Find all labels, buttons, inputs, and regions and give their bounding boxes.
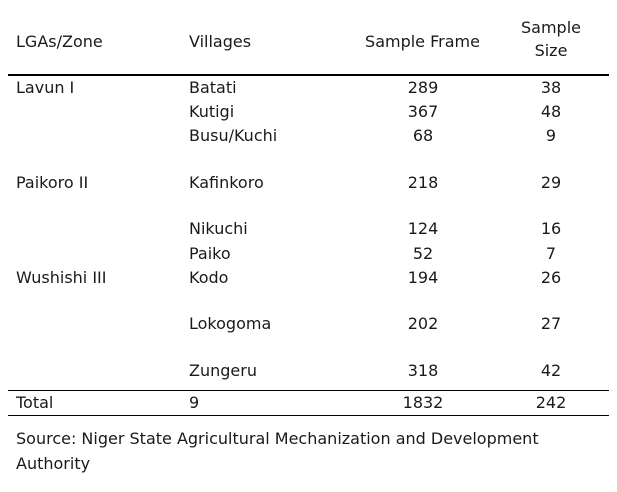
header-sample-size-line1: Sample (521, 18, 581, 37)
village-cell: Zungeru (189, 361, 257, 380)
total-frame: 1832 (402, 393, 444, 412)
size-cell: 29 (540, 173, 562, 192)
size-cell: 48 (540, 102, 562, 121)
frame-cell: 367 (407, 102, 439, 121)
size-cell: 7 (545, 244, 557, 263)
header-divider (8, 74, 609, 76)
village-cell: Kafinkoro (189, 173, 264, 192)
frame-cell: 124 (407, 219, 439, 238)
frame-cell: 202 (407, 314, 439, 333)
frame-cell: 318 (407, 361, 439, 380)
frame-cell: 52 (412, 244, 434, 263)
total-size: 242 (535, 393, 567, 412)
header-sample-size-line2: Size (534, 41, 568, 60)
village-cell: Batati (189, 78, 237, 97)
header-sample-frame: Sample Frame (365, 32, 480, 51)
size-cell: 9 (545, 126, 557, 145)
size-cell: 42 (540, 361, 562, 380)
total-label: Total (16, 393, 54, 412)
source-note: Source: Niger State Agricultural Mechani… (16, 429, 539, 473)
table-bottom-divider (8, 415, 609, 416)
total-villages: 9 (189, 393, 200, 412)
size-cell: 38 (540, 78, 562, 97)
village-cell: Nikuchi (189, 219, 248, 238)
header-lgas-zone: LGAs/Zone (16, 32, 103, 51)
frame-cell: 68 (412, 126, 434, 145)
size-cell: 16 (540, 219, 562, 238)
size-cell: 27 (540, 314, 562, 333)
village-cell: Busu/Kuchi (189, 126, 278, 145)
frame-cell: 194 (407, 268, 439, 287)
village-cell: Paiko (189, 244, 231, 263)
frame-cell: 289 (407, 78, 439, 97)
village-cell: Lokogoma (189, 314, 272, 333)
zone-cell: Wushishi III (16, 268, 107, 287)
village-cell: Kutigi (189, 102, 235, 121)
zone-cell: Paikoro II (16, 173, 89, 192)
size-cell: 26 (540, 268, 562, 287)
frame-cell: 218 (407, 173, 439, 192)
header-villages: Villages (189, 32, 252, 51)
total-top-divider (8, 390, 609, 391)
zone-cell: Lavun I (16, 78, 75, 97)
village-cell: Kodo (189, 268, 229, 287)
